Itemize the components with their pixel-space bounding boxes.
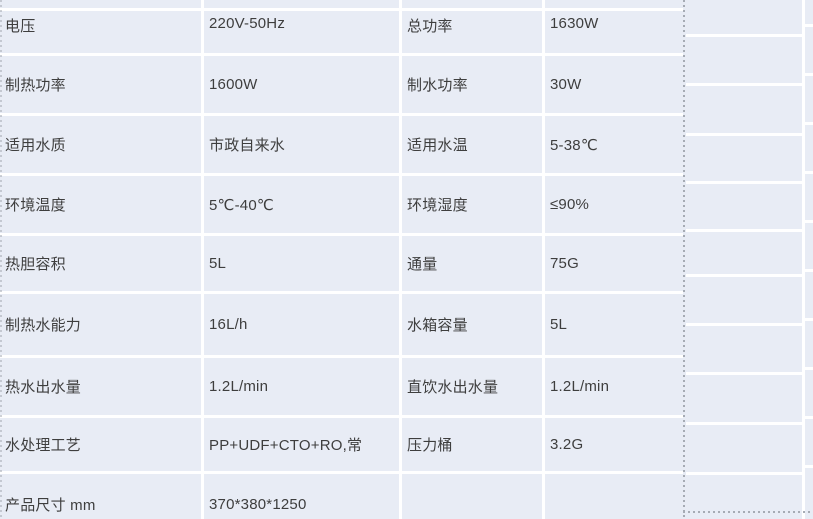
spec-label-cell: 电压 (0, 11, 201, 53)
spec-value-cell (545, 474, 683, 519)
empty-cell-column (686, 0, 802, 519)
partial-row-cell (204, 0, 399, 8)
spec-label-cell: 水处理工艺 (0, 418, 201, 471)
spec-label-cell: 环境温度 (0, 176, 201, 233)
spec-label-cell: 环境湿度 (402, 176, 542, 233)
spec-label-cell: 制水功率 (402, 56, 542, 113)
spec-value-cell: 5L (204, 236, 399, 291)
spec-value-cell: PP+UDF+CTO+RO,常 (204, 418, 399, 471)
spec-value-cell: 220V-50Hz (204, 11, 399, 53)
spec-label-cell: 制热功率 (0, 56, 201, 113)
column-gridline (802, 0, 805, 519)
spec-label-cell (402, 474, 542, 519)
spec-value-cell: 市政自来水 (204, 116, 399, 173)
spec-value-cell: 5℃-40℃ (204, 176, 399, 233)
spec-label-cell: 制热水能力 (0, 294, 201, 355)
spec-label-cell: 适用水质 (0, 116, 201, 173)
spec-label-cell: 热胆容积 (0, 236, 201, 291)
spec-table: 电压 220V-50Hz 总功率 1630W 制热功率 1600W 制水功率 3… (0, 0, 683, 519)
spec-value-cell: 1.2L/min (545, 358, 683, 415)
spec-value-cell: 370*380*1250 (204, 474, 399, 519)
spec-value-cell: 3.2G (545, 418, 683, 471)
page-break-line-vertical (683, 0, 685, 519)
spec-label-cell: 热水出水量 (0, 358, 201, 415)
spec-value-cell: ≤90% (545, 176, 683, 233)
spec-label-cell: 适用水温 (402, 116, 542, 173)
empty-cell-column (805, 0, 813, 519)
spec-value-cell: 1.2L/min (204, 358, 399, 415)
spec-label-cell: 总功率 (402, 11, 542, 53)
spec-value-cell: 75G (545, 236, 683, 291)
spec-label-cell: 水箱容量 (402, 294, 542, 355)
spec-label-cell: 压力桶 (402, 418, 542, 471)
page-break-line-horizontal (683, 511, 813, 513)
partial-row-cell (0, 0, 201, 8)
adjacent-empty-cells-region (686, 0, 813, 519)
page-break-line-left (0, 0, 2, 519)
partial-row-cell (545, 0, 683, 8)
spec-value-cell: 5-38℃ (545, 116, 683, 173)
partial-row-cell (402, 0, 542, 8)
spec-value-cell: 30W (545, 56, 683, 113)
spec-value-cell: 5L (545, 294, 683, 355)
spec-value-cell: 1630W (545, 11, 683, 53)
spec-label-cell: 通量 (402, 236, 542, 291)
spec-label-cell: 直饮水出水量 (402, 358, 542, 415)
spec-label-cell: 产品尺寸 mm (0, 474, 201, 519)
spec-value-cell: 1600W (204, 56, 399, 113)
spec-value-cell: 16L/h (204, 294, 399, 355)
